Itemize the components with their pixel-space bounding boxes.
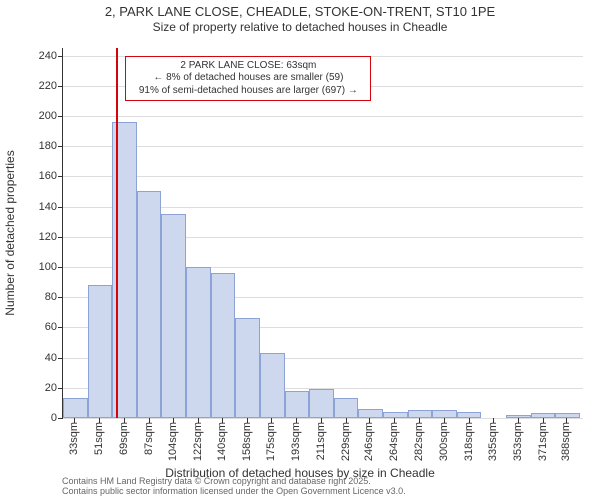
x-tick-label: 264sqm [388, 422, 400, 461]
histogram-bar [432, 410, 457, 418]
x-tick-label: 300sqm [438, 422, 450, 461]
y-tick-label: 20 [45, 382, 63, 394]
credit-line-2: Contains public sector information licen… [62, 486, 406, 496]
credits: Contains HM Land Registry data © Crown c… [62, 476, 406, 496]
y-tick-label: 240 [39, 50, 63, 62]
chart-titles: 2, PARK LANE CLOSE, CHEADLE, STOKE-ON-TR… [0, 4, 600, 35]
chart-subtitle: Size of property relative to detached ho… [0, 20, 600, 35]
y-tick-label: 200 [39, 110, 63, 122]
histogram-bar [235, 318, 260, 418]
x-tick-label: 246sqm [363, 422, 375, 461]
y-tick-label: 220 [39, 80, 63, 92]
x-tick-label: 33sqm [68, 422, 80, 455]
x-tick-label: 229sqm [340, 422, 352, 461]
x-tick-label: 69sqm [118, 422, 130, 455]
histogram-bar [63, 398, 88, 418]
histogram-bar [285, 391, 310, 418]
histogram-bar [334, 398, 359, 418]
histogram-bar [88, 285, 113, 418]
annotation-line: ← 8% of detached houses are smaller (59) [132, 72, 364, 85]
histogram-bar [161, 214, 186, 418]
x-tick-label: 51sqm [93, 422, 105, 455]
y-tick-label: 140 [39, 201, 63, 213]
histogram-bar [408, 410, 433, 418]
y-tick-label: 120 [39, 231, 63, 243]
y-tick-label: 80 [45, 291, 63, 303]
chart-title: 2, PARK LANE CLOSE, CHEADLE, STOKE-ON-TR… [0, 4, 600, 20]
x-tick-label: 211sqm [315, 422, 327, 460]
y-tick-label: 180 [39, 140, 63, 152]
histogram-bar [211, 273, 236, 418]
x-tick-label: 122sqm [192, 422, 204, 461]
x-tick-label: 158sqm [241, 422, 253, 461]
x-tick-label: 335sqm [487, 422, 499, 461]
annotation-line: 91% of semi-detached houses are larger (… [132, 85, 364, 98]
gridline [63, 176, 583, 177]
y-tick-label: 40 [45, 352, 63, 364]
y-tick-label: 160 [39, 170, 63, 182]
x-tick-label: 318sqm [463, 422, 475, 461]
x-tick-label: 353sqm [512, 422, 524, 461]
histogram-bar [555, 413, 580, 418]
gridline [63, 116, 583, 117]
x-tick-label: 282sqm [413, 422, 425, 461]
annotation-box: 2 PARK LANE CLOSE: 63sqm← 8% of detached… [125, 56, 371, 102]
gridline [63, 146, 583, 147]
reference-line [116, 48, 118, 418]
y-tick-label: 100 [39, 261, 63, 273]
x-tick-label: 388sqm [560, 422, 572, 461]
gridline [63, 418, 583, 419]
x-tick-label: 175sqm [265, 422, 277, 461]
annotation-line: 2 PARK LANE CLOSE: 63sqm [132, 60, 364, 73]
y-axis-label: Number of detached properties [3, 150, 17, 315]
x-tick-label: 371sqm [537, 422, 549, 461]
y-tick-label: 60 [45, 321, 63, 333]
histogram-bar [186, 267, 211, 418]
histogram-bar [137, 191, 162, 418]
x-tick-label: 104sqm [167, 422, 179, 461]
x-tick-label: 193sqm [290, 422, 302, 461]
credit-line-1: Contains HM Land Registry data © Crown c… [62, 476, 406, 486]
histogram-bar [260, 353, 285, 418]
histogram-bar [358, 409, 383, 418]
chart-container: 2, PARK LANE CLOSE, CHEADLE, STOKE-ON-TR… [0, 0, 600, 500]
x-tick-label: 87sqm [143, 422, 155, 455]
x-tick-label: 140sqm [216, 422, 228, 461]
y-tick-label: 0 [51, 412, 63, 424]
histogram-bar [309, 389, 334, 418]
plot-area: 02040608010012014016018020022024033sqm51… [62, 48, 583, 419]
